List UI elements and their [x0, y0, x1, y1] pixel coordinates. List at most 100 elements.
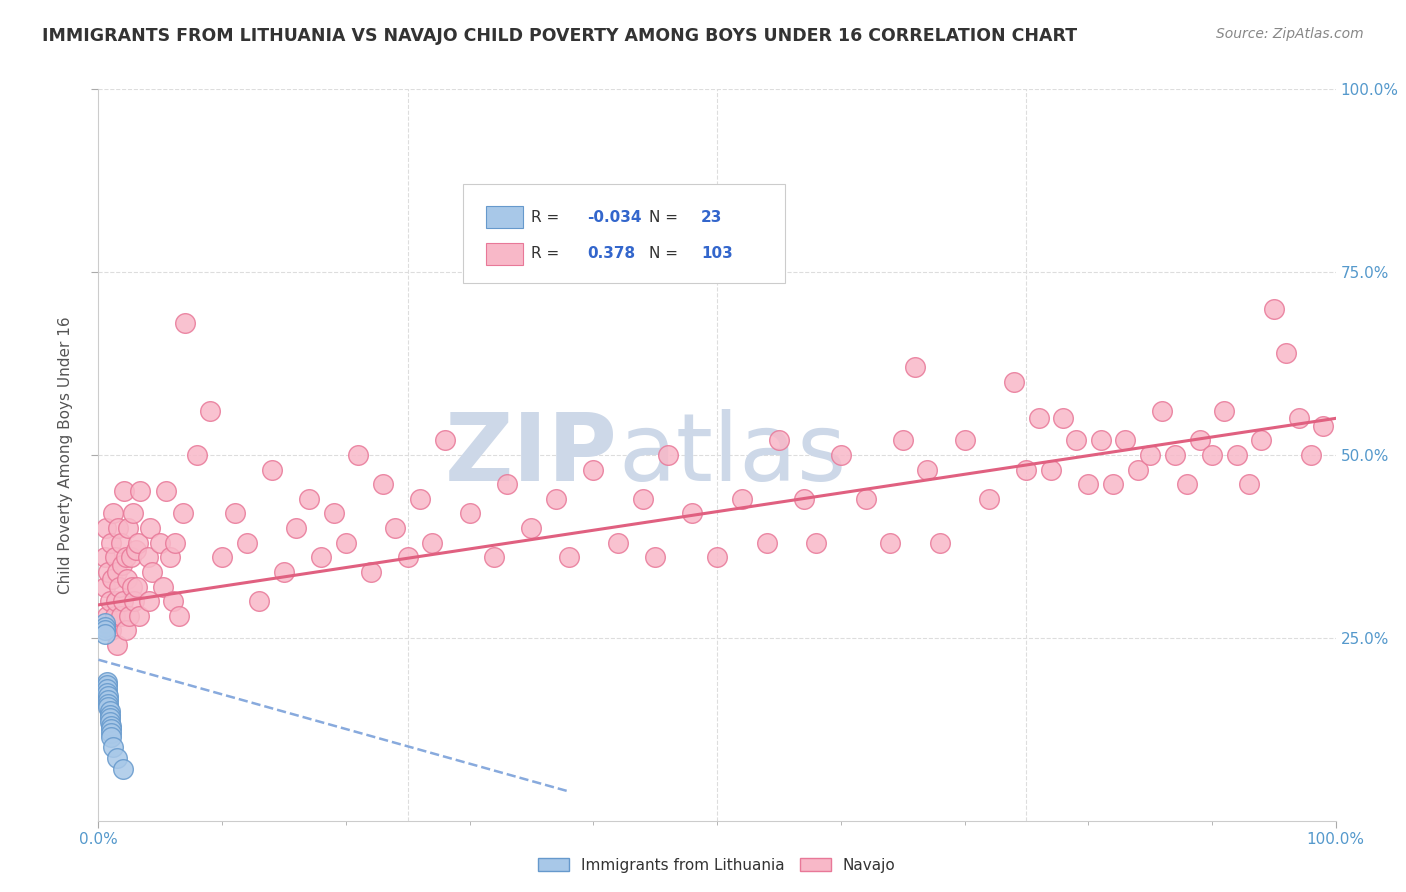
Point	[607, 535, 630, 549]
Point	[98, 714, 121, 729]
Point	[793, 491, 815, 506]
Point	[115, 572, 138, 586]
Point	[1288, 411, 1310, 425]
Point	[167, 608, 190, 623]
Point	[111, 558, 134, 572]
Point	[347, 448, 370, 462]
Point	[96, 686, 118, 700]
Point	[129, 484, 152, 499]
Point	[1102, 477, 1125, 491]
Point	[172, 507, 194, 521]
Point	[118, 608, 141, 623]
Point	[138, 594, 160, 608]
Point	[309, 550, 332, 565]
Point	[103, 608, 125, 623]
Point	[117, 521, 139, 535]
Point	[186, 448, 208, 462]
Point	[152, 580, 174, 594]
Point	[101, 572, 124, 586]
Point	[1201, 448, 1223, 462]
Point	[917, 462, 939, 476]
Point	[1275, 345, 1298, 359]
Point	[104, 594, 127, 608]
Point	[422, 535, 444, 549]
FancyBboxPatch shape	[464, 185, 785, 283]
Point	[644, 550, 666, 565]
Point	[174, 316, 197, 330]
Point	[396, 550, 419, 565]
Point	[657, 448, 679, 462]
Point	[631, 491, 654, 506]
Point	[97, 690, 120, 704]
Point	[1213, 404, 1236, 418]
Point	[96, 681, 118, 696]
Point	[1263, 301, 1285, 316]
Point	[96, 608, 118, 623]
Point	[855, 491, 877, 506]
Point	[484, 550, 506, 565]
Point	[103, 507, 125, 521]
Point	[93, 620, 115, 634]
Point	[112, 484, 135, 499]
Text: N =: N =	[650, 210, 683, 225]
Bar	[485, 243, 523, 265]
Point	[93, 550, 115, 565]
Point	[97, 697, 120, 711]
Point	[904, 360, 927, 375]
Point	[107, 521, 129, 535]
Point	[100, 535, 122, 549]
Point	[108, 580, 131, 594]
Point	[224, 507, 246, 521]
Point	[100, 718, 122, 732]
Point	[322, 507, 344, 521]
Point	[103, 550, 125, 565]
Point	[198, 404, 221, 418]
Point	[1126, 462, 1149, 476]
Text: 103: 103	[702, 246, 733, 261]
Point	[979, 491, 1001, 506]
Point	[149, 535, 172, 549]
Point	[103, 740, 125, 755]
Point	[1237, 477, 1260, 491]
Point	[98, 711, 121, 725]
Point	[1052, 411, 1074, 425]
Point	[122, 507, 145, 521]
Point	[139, 521, 162, 535]
Point	[124, 543, 146, 558]
Text: N =: N =	[650, 246, 683, 261]
Point	[755, 535, 778, 549]
Point	[100, 730, 122, 744]
Point	[298, 491, 321, 506]
Point	[681, 507, 703, 521]
Bar	[485, 206, 523, 228]
Point	[100, 723, 122, 737]
Text: atlas: atlas	[619, 409, 846, 501]
Point	[162, 594, 184, 608]
Point	[105, 638, 128, 652]
Point	[1299, 448, 1322, 462]
Text: 0.378: 0.378	[588, 246, 636, 261]
Point	[236, 535, 259, 549]
Point	[105, 565, 128, 579]
Point	[112, 594, 135, 608]
Point	[1077, 477, 1099, 491]
Point	[1175, 477, 1198, 491]
Point	[211, 550, 233, 565]
Text: ZIP: ZIP	[446, 409, 619, 501]
Point	[98, 707, 121, 722]
Text: IMMIGRANTS FROM LITHUANIA VS NAVAJO CHILD POVERTY AMONG BOYS UNDER 16 CORRELATIO: IMMIGRANTS FROM LITHUANIA VS NAVAJO CHIL…	[42, 27, 1077, 45]
Point	[409, 491, 432, 506]
Point	[1090, 434, 1112, 448]
Point	[1139, 448, 1161, 462]
Point	[371, 477, 394, 491]
Point	[96, 678, 118, 692]
Point	[141, 565, 163, 579]
Point	[93, 580, 115, 594]
Text: R =: R =	[531, 210, 565, 225]
Point	[360, 565, 382, 579]
Legend: Immigrants from Lithuania, Navajo: Immigrants from Lithuania, Navajo	[533, 852, 901, 879]
Point	[97, 565, 120, 579]
Text: Source: ZipAtlas.com: Source: ZipAtlas.com	[1216, 27, 1364, 41]
Point	[93, 627, 115, 641]
Point	[520, 521, 543, 535]
